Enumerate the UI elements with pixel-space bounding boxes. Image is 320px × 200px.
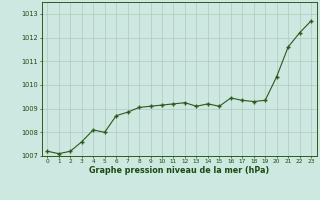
X-axis label: Graphe pression niveau de la mer (hPa): Graphe pression niveau de la mer (hPa) [89,166,269,175]
